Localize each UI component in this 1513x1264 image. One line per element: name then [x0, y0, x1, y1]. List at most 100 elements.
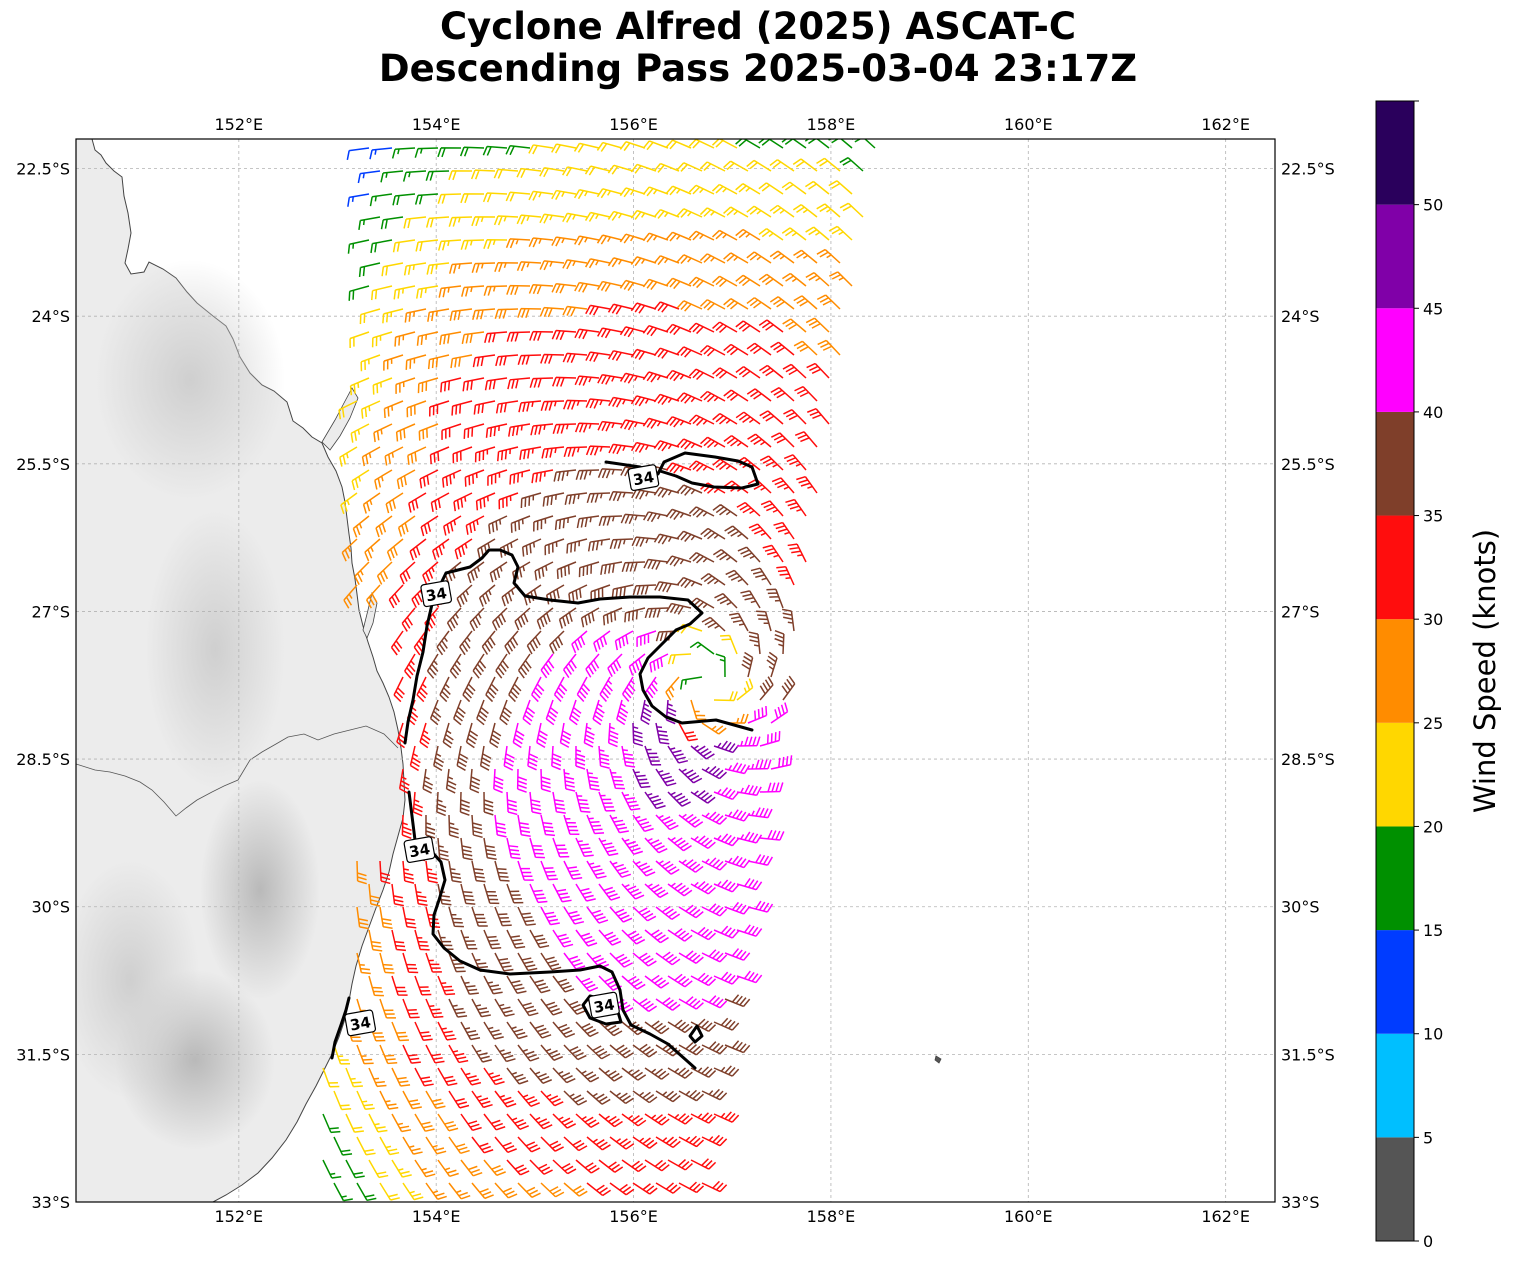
- wind-barb: [712, 412, 738, 425]
- wind-barb: [412, 791, 424, 817]
- wind-barb: [478, 584, 496, 607]
- wind-barb: [640, 699, 652, 725]
- wind-barb: [379, 1182, 400, 1201]
- wind-barb: [391, 147, 416, 159]
- wind-barb: [545, 699, 559, 726]
- wind-barb: [712, 321, 738, 333]
- wind-barb: [759, 676, 774, 701]
- wind-barb: [517, 653, 532, 679]
- wind-barb: [374, 469, 393, 490]
- wind-barb: [759, 782, 784, 793]
- lat-tick-label-right: 33°S: [1281, 1193, 1320, 1212]
- wind-barb: [506, 791, 518, 816]
- wind-barb: [608, 396, 634, 408]
- wind-barb: [794, 385, 818, 402]
- wind-barb: [348, 285, 370, 301]
- wind-barb: [356, 1044, 374, 1065]
- wind-barb: [354, 561, 370, 585]
- wind-barb: [621, 929, 646, 945]
- wind-barb: [471, 814, 483, 839]
- wind-barb: [632, 906, 657, 922]
- wind-barb: [483, 929, 502, 950]
- wind-barb: [465, 722, 479, 749]
- wind-barb: [436, 791, 447, 817]
- wind-barb: [642, 371, 669, 383]
- wind-barb: [735, 274, 761, 287]
- wind-barb: [494, 814, 507, 838]
- wind-barb: [380, 170, 404, 183]
- wind-barb: [608, 490, 634, 502]
- wind-barb: [495, 354, 519, 367]
- wind-barb: [471, 860, 486, 883]
- wind-barb: [507, 377, 531, 390]
- wind-barb: [701, 616, 726, 632]
- wind-barb: [517, 906, 536, 926]
- terrain-shade: [200, 780, 320, 1000]
- wind-barb: [483, 239, 508, 250]
- wind-barb: [506, 975, 527, 994]
- wind-barb: [368, 1067, 387, 1088]
- wind-barb: [642, 232, 669, 243]
- wind-barb: [667, 1067, 693, 1079]
- wind-barb: [793, 295, 818, 310]
- wind-barb: [607, 350, 634, 362]
- wind-barb: [460, 239, 485, 250]
- wind-barb: [529, 837, 545, 859]
- wind-barb: [689, 641, 715, 655]
- wind-barb: [362, 492, 381, 514]
- wind-barb: [563, 1136, 588, 1152]
- wind-barb: [785, 498, 807, 517]
- wind-barb: [552, 791, 566, 814]
- wind-barb: [723, 298, 749, 310]
- wind-barb: [596, 280, 623, 292]
- wind-barb: [736, 736, 761, 747]
- wind-barb: [345, 1159, 365, 1179]
- wind-barb: [460, 1021, 481, 1041]
- wind-barb: [425, 952, 442, 973]
- lat-tick-label-left: 27°S: [31, 602, 70, 621]
- wind-barb: [655, 951, 681, 966]
- wind-barb: [769, 204, 795, 218]
- wind-barbs: [322, 139, 876, 1202]
- wind-barb: [341, 538, 358, 562]
- wind-barb: [471, 262, 496, 273]
- wind-barb: [372, 377, 393, 395]
- wind-barb: [631, 488, 657, 500]
- wind-barb: [539, 167, 565, 178]
- wind-barb: [448, 1090, 470, 1109]
- wind-barb: [741, 651, 754, 678]
- wind-barb: [688, 414, 715, 426]
- wind-barb: [584, 165, 611, 176]
- wind-barb: [701, 995, 728, 1009]
- lat-tick-label-left: 28.5°S: [16, 750, 70, 769]
- contour-label-box: [344, 1009, 377, 1037]
- wind-barb: [586, 1182, 612, 1197]
- wind-barb: [437, 193, 462, 204]
- wind-barb: [688, 139, 715, 149]
- wind-barb: [701, 1134, 728, 1147]
- wind-barb: [576, 515, 600, 529]
- wind-barb: [712, 367, 738, 379]
- wind-contour: [330, 996, 351, 1060]
- wind-barb: [678, 1042, 704, 1056]
- wind-barb: [404, 653, 416, 679]
- wind-barb: [747, 759, 772, 770]
- wind-barb: [756, 610, 772, 632]
- wind-barb: [415, 239, 439, 252]
- wind-barb: [723, 160, 749, 172]
- wind-barb: [575, 791, 591, 813]
- wind-barb: [590, 584, 611, 602]
- wind-barb: [402, 906, 417, 929]
- terrain-shade: [76, 860, 200, 1100]
- wind-barb: [783, 409, 807, 425]
- wind-barb: [723, 480, 749, 494]
- wind-barb: [653, 393, 680, 406]
- wind-barb: [472, 354, 496, 368]
- wind-barb: [414, 975, 432, 996]
- wind-barb: [653, 162, 680, 173]
- wind-barb: [729, 612, 749, 632]
- wind-barb: [541, 446, 565, 459]
- wind-barb: [493, 215, 519, 226]
- wind-barb: [494, 1090, 517, 1108]
- wind-barb: [665, 185, 692, 196]
